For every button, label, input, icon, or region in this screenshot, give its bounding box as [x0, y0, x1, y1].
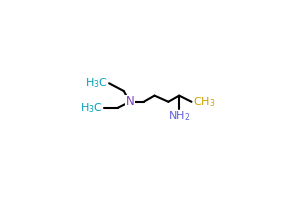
Text: CH$_3$: CH$_3$ [193, 95, 215, 109]
Text: H$_3$C: H$_3$C [80, 101, 103, 115]
Text: N: N [125, 95, 134, 108]
Text: NH$_2$: NH$_2$ [168, 109, 190, 123]
Text: H$_3$C: H$_3$C [85, 76, 108, 90]
